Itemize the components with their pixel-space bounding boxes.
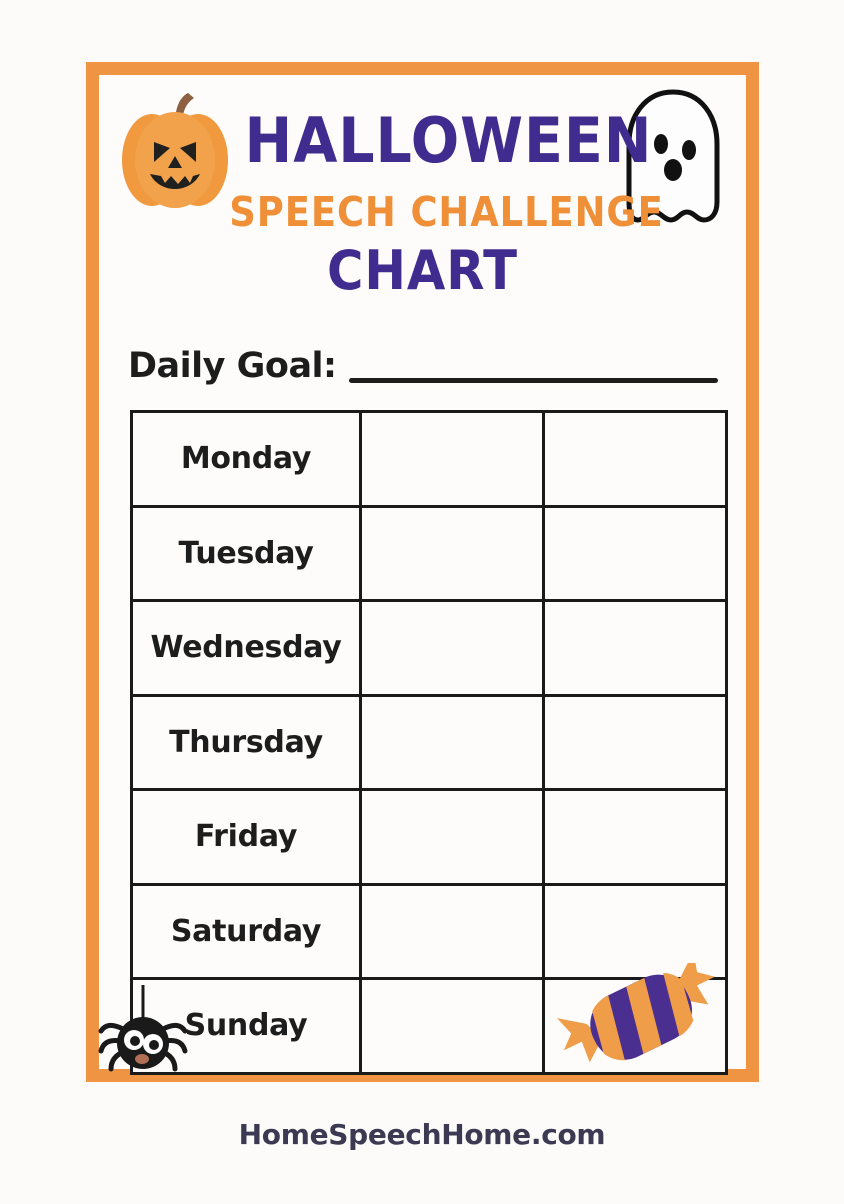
footer: HomeSpeechHome.com [0, 1118, 844, 1151]
daily-goal-label: Daily Goal: [128, 346, 337, 386]
mark-cell-saturday-1[interactable] [359, 882, 545, 980]
title-chart: CHART [326, 239, 518, 302]
candy-icon [556, 951, 728, 1075]
table-row: Wednesday [130, 599, 728, 697]
header-block: HALLOWEEN SPEECH CHALLENGE CHART [86, 62, 759, 332]
daily-goal-row: Daily Goal: [128, 336, 718, 386]
speech-challenge-table: Monday Tuesday Wednesday Thursday Friday [130, 410, 728, 1075]
ghost-icon [615, 86, 731, 234]
pumpkin-icon [118, 90, 232, 210]
table-row: Monday [130, 410, 728, 508]
mark-cell-friday-1[interactable] [359, 788, 545, 886]
footer-site-name[interactable]: HomeSpeechHome.com [238, 1118, 606, 1151]
mark-cell-friday-2[interactable] [542, 788, 728, 886]
title-halloween: HALLOWEEN [244, 104, 653, 177]
day-label-tuesday: Tuesday [130, 504, 362, 602]
day-label-friday: Friday [130, 788, 362, 886]
day-label-thursday: Thursday [130, 693, 362, 791]
daily-goal-input[interactable] [348, 378, 718, 383]
mark-cell-thursday-2[interactable] [542, 693, 728, 791]
mark-cell-thursday-1[interactable] [359, 693, 545, 791]
mark-cell-monday-1[interactable] [359, 410, 545, 508]
day-label-wednesday: Wednesday [130, 599, 362, 697]
mark-cell-sunday-1[interactable] [359, 977, 545, 1075]
table-row: Thursday [130, 693, 728, 791]
table-row: Friday [130, 788, 728, 886]
day-label-saturday: Saturday [130, 882, 362, 980]
mark-cell-saturday-2[interactable] [542, 882, 728, 980]
mark-cell-tuesday-2[interactable] [542, 504, 728, 602]
mark-cell-wednesday-1[interactable] [359, 599, 545, 697]
table-row: Saturday [130, 882, 728, 980]
title-speech-challenge: SPEECH CHALLENGE [229, 188, 664, 236]
mark-cell-wednesday-2[interactable] [542, 599, 728, 697]
mark-cell-monday-2[interactable] [542, 410, 728, 508]
mark-cell-tuesday-1[interactable] [359, 504, 545, 602]
table-row: Tuesday [130, 504, 728, 602]
day-label-monday: Monday [130, 410, 362, 508]
spider-icon [97, 985, 189, 1080]
